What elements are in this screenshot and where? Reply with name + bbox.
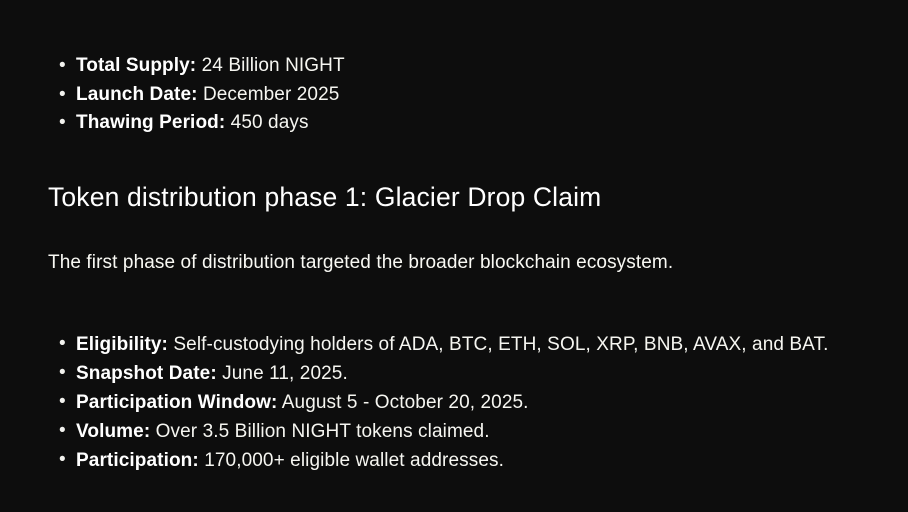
list-item-value: 24 Billion NIGHT [201, 55, 345, 76]
list-item-value: Over 3.5 Billion NIGHT tokens claimed. [155, 421, 490, 442]
list-item: • Participation Window: August 5 - Octob… [48, 388, 838, 417]
bullet-icon: • [59, 333, 66, 354]
list-item-value: 450 days [230, 112, 309, 133]
details-bullet-list: • Eligibility: Self-custodying holders o… [48, 330, 838, 475]
list-item-value: 170,000+ eligible wallet addresses. [204, 450, 504, 471]
list-item: • Eligibility: Self-custodying holders o… [48, 330, 838, 359]
list-item: • Snapshot Date: June 11, 2025. [48, 359, 838, 388]
list-item-label: Snapshot Date: [76, 363, 217, 384]
list-item-label: Eligibility: [76, 334, 168, 355]
list-item-value: December 2025 [202, 83, 340, 105]
list-item-label: Launch Date: [76, 83, 198, 105]
list-item: • Participation: 170,000+ eligible walle… [48, 446, 838, 475]
bullet-icon: • [59, 420, 66, 441]
list-item-label: Thawing Period: [76, 112, 226, 133]
list-item-label: Participation Window: [76, 392, 278, 413]
list-item: • Launch Date: December 2025 [48, 81, 848, 110]
list-item-value: Self-custodying holders of ADA, BTC, ETH… [173, 334, 829, 355]
bullet-icon: • [59, 55, 66, 76]
list-item-label: Volume: [76, 421, 151, 442]
bullet-icon: • [59, 449, 66, 470]
list-item: • Thawing Period: 450 days [48, 109, 848, 138]
overview-bullet-list: • Total Supply: 24 Billion NIGHT • Launc… [48, 52, 848, 138]
list-item-value: June 11, 2025. [222, 363, 348, 384]
bullet-icon: • [59, 83, 66, 105]
bullet-icon: • [59, 112, 66, 133]
list-item-label: Participation: [76, 450, 199, 471]
list-item: • Volume: Over 3.5 Billion NIGHT tokens … [48, 417, 838, 446]
section-paragraph: The first phase of distribution targeted… [48, 252, 674, 273]
list-item-value: August 5 - October 20, 2025. [281, 392, 529, 413]
bullet-icon: • [59, 362, 66, 383]
bullet-icon: • [59, 391, 66, 412]
list-item-label: Total Supply: [76, 55, 197, 76]
section-heading: Token distribution phase 1: Glacier Drop… [48, 182, 602, 212]
list-item: • Total Supply: 24 Billion NIGHT [48, 52, 848, 81]
